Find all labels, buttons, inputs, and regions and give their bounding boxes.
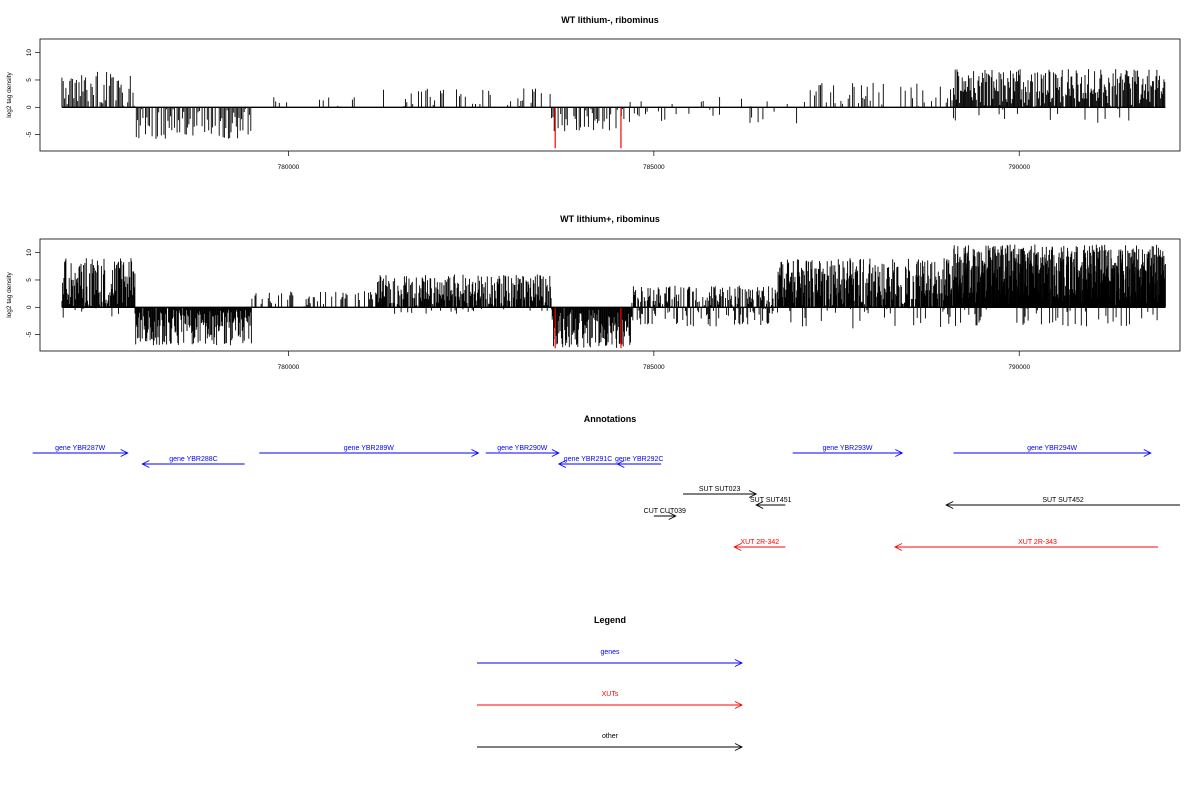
feature-gene: gene YBR288C <box>141 456 245 468</box>
arrow-head <box>734 659 744 667</box>
arrow-head <box>945 501 954 509</box>
feature-xut: XUT 2R-342 <box>733 539 786 551</box>
x-tick-label: 790000 <box>1008 164 1030 171</box>
annotations-title: Annotations <box>584 414 637 424</box>
legend-label: XUTs <box>602 691 619 698</box>
y-tick-label: 5 <box>26 278 33 282</box>
x-tick-label: 780000 <box>278 164 300 171</box>
coverage-bars <box>61 69 1166 149</box>
axes: 780000 785000 790000 -5 0 5 10 <box>26 38 1181 171</box>
plot-frame <box>39 38 1181 152</box>
feature-gene: gene YBR294W <box>953 445 1152 457</box>
feature-gene: gene YBR292C <box>615 456 664 468</box>
arrow-head <box>893 543 903 551</box>
feature-label: XUT 2R-342 <box>740 539 779 546</box>
arrow-head <box>748 490 758 498</box>
panel-title: WT lithium+, ribominus <box>560 214 660 224</box>
x-tick-label: 790000 <box>1008 364 1030 371</box>
arrow-head <box>141 460 150 468</box>
arrow-head <box>551 449 560 457</box>
feature-label: gene YBR291C <box>564 456 613 463</box>
legend-items: genes XUTs other <box>477 649 744 751</box>
legend-title: Legend <box>594 615 626 625</box>
y-tick-label: 5 <box>26 78 33 82</box>
y-tick-label: 0 <box>26 105 33 109</box>
arrow-head <box>734 743 744 751</box>
feature-label: SUT SUT452 <box>1042 497 1084 504</box>
arrow-head <box>557 460 567 468</box>
y-tick-label: -5 <box>26 131 33 137</box>
y-axis-label: log2 tag density <box>6 71 13 117</box>
feature-label: gene YBR288C <box>169 456 218 463</box>
panel-title: WT lithium-, ribominus <box>561 15 659 25</box>
legend-label: other <box>602 733 619 740</box>
y-tick-label: -5 <box>26 331 33 337</box>
arrow-head <box>755 501 764 509</box>
coverage-panel-lithium-minus: WT lithium-, ribominus log2 tag density … <box>6 15 1181 171</box>
feature-label: gene YBR289W <box>344 445 394 452</box>
feature-xut: XUT 2R-343 <box>893 539 1159 551</box>
feature-other: SUT SUT023 <box>683 486 758 498</box>
feature-gene: gene YBR291C <box>557 456 618 468</box>
feature-label: CUT CUT039 <box>644 508 686 515</box>
y-axis-label: log2 tag density <box>6 271 13 317</box>
feature-label: SUT SUT451 <box>750 497 792 504</box>
y-tick-label: 10 <box>26 49 33 57</box>
arrow-head <box>733 543 742 551</box>
arrow-head <box>668 512 677 520</box>
arrow-head <box>616 460 625 468</box>
x-tick-label: 780000 <box>278 364 300 371</box>
feature-label: gene YBR293W <box>822 445 872 452</box>
feature-other: SUT SUT452 <box>945 497 1180 509</box>
axes: 780000 785000 790000 -5 0 5 10 <box>26 238 1181 371</box>
x-tick-label: 785000 <box>643 364 665 371</box>
y-tick-label: 0 <box>26 305 33 309</box>
arrow-head <box>734 701 744 709</box>
legend-item: genes <box>477 649 744 667</box>
feature-gene: gene YBR289W <box>259 445 480 457</box>
annotation-features: gene YBR287W gene YBR288C gene YBR289W gene… <box>32 445 1180 551</box>
feature-gene: gene YBR290W <box>485 445 560 457</box>
feature-label: SUT SUT023 <box>699 486 741 493</box>
plot-frame <box>39 238 1181 352</box>
feature-label: gene YBR290W <box>497 445 547 452</box>
x-tick-label: 785000 <box>643 164 665 171</box>
feature-label: gene YBR287W <box>55 445 105 452</box>
legend-label: genes <box>600 649 620 656</box>
legend: Legend genes XUTs other <box>477 615 744 751</box>
arrow-head <box>471 449 480 457</box>
y-tick-label: 10 <box>26 249 33 257</box>
coverage-panel-lithium-plus: WT lithium+, ribominus log2 tag density … <box>6 214 1181 371</box>
arrow-head <box>1143 449 1152 457</box>
feature-other: SUT SUT451 <box>750 497 792 509</box>
arrow-head <box>895 449 904 457</box>
feature-other: CUT CUT039 <box>644 508 686 520</box>
feature-label: gene YBR292C <box>615 456 664 463</box>
feature-gene: gene YBR293W <box>792 445 904 457</box>
legend-item: other <box>477 733 744 751</box>
feature-label: XUT 2R-343 <box>1018 539 1057 546</box>
feature-gene: gene YBR287W <box>32 445 129 457</box>
feature-label: gene YBR294W <box>1027 445 1077 452</box>
arrow-head <box>120 449 129 457</box>
legend-item: XUTs <box>477 691 744 709</box>
